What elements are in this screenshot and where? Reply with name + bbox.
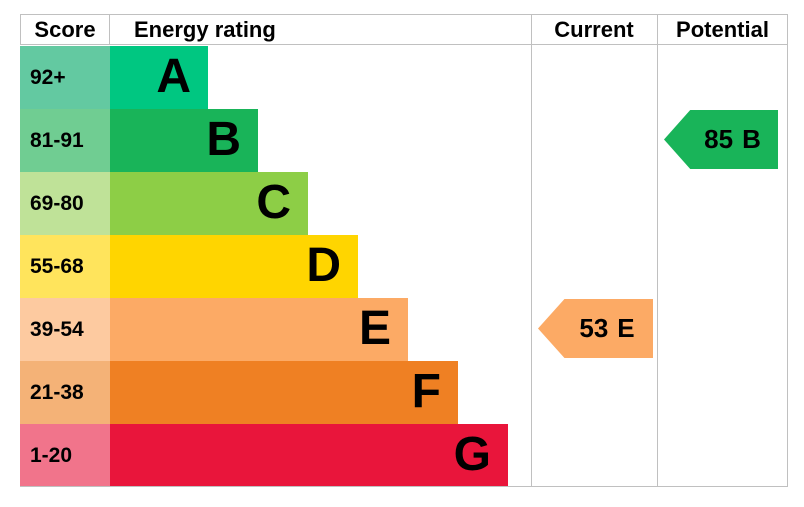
current-rating-letter: E <box>617 313 635 343</box>
rating-band-bar: D <box>110 235 358 298</box>
rating-band-bar: G <box>110 424 508 487</box>
potential-rating-arrow: 85 B <box>664 110 778 169</box>
band-row-b: 81-91 B <box>20 109 788 172</box>
header-current: Current <box>554 17 634 42</box>
rating-table: Score Energy rating Current Potential 92… <box>20 14 788 487</box>
band-row-c: 69-80 C <box>20 172 788 235</box>
band-row-a: 92+ A <box>20 46 788 109</box>
rating-band-bar: F <box>110 361 458 424</box>
band-row-f: 21-38 F <box>20 361 788 424</box>
band-row-d: 55-68 D <box>20 235 788 298</box>
rating-band-bar: E <box>110 298 408 361</box>
score-range-cell: 55-68 <box>20 235 110 298</box>
current-rating-arrow: 53 E <box>538 299 653 358</box>
score-range-cell: 1-20 <box>20 424 110 487</box>
rating-band-bar: B <box>110 109 258 172</box>
table-right-border <box>787 14 788 487</box>
table-bottom-border <box>20 486 788 487</box>
band-rows: 92+ A 81-91 B 69-80 C 55-68 D 39-54 E 21… <box>20 46 788 487</box>
score-range-cell: 81-91 <box>20 109 110 172</box>
current-rating-value: 53 <box>579 313 609 343</box>
chart-header: Score Energy rating Current Potential <box>20 14 788 45</box>
rating-band-bar: C <box>110 172 308 235</box>
current-column-divider <box>531 14 532 487</box>
rating-band-bar: A <box>110 46 208 109</box>
band-row-g: 1-20 G <box>20 424 788 487</box>
score-range-cell: 21-38 <box>20 361 110 424</box>
score-range-cell: 39-54 <box>20 298 110 361</box>
header-potential: Potential <box>676 17 769 42</box>
potential-rating-letter: B <box>742 124 761 154</box>
header-energy-rating: Energy rating <box>134 17 276 42</box>
score-range-cell: 92+ <box>20 46 110 109</box>
potential-column-divider <box>657 14 658 487</box>
score-range-cell: 69-80 <box>20 172 110 235</box>
potential-rating-value: 85 <box>704 124 734 154</box>
band-row-e: 39-54 E <box>20 298 788 361</box>
header-score: Score <box>20 15 110 44</box>
